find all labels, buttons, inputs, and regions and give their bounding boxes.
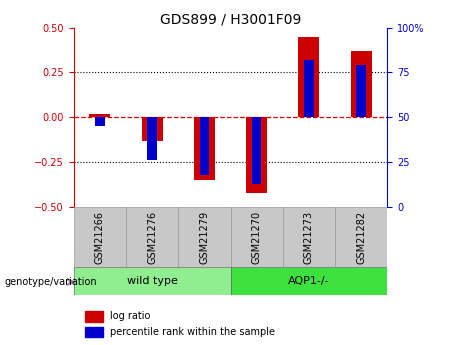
Text: log ratio: log ratio xyxy=(110,312,150,321)
Bar xyxy=(85,311,102,322)
Bar xyxy=(178,207,230,267)
Text: AQP1-/-: AQP1-/- xyxy=(288,276,330,286)
Bar xyxy=(283,207,335,267)
Bar xyxy=(304,60,313,117)
Text: GSM21282: GSM21282 xyxy=(356,211,366,264)
Text: genotype/variation: genotype/variation xyxy=(5,277,97,287)
Text: percentile rank within the sample: percentile rank within the sample xyxy=(110,327,275,337)
Bar xyxy=(142,117,163,141)
Bar xyxy=(230,267,387,295)
Text: GSM21279: GSM21279 xyxy=(199,211,209,264)
Bar xyxy=(74,267,230,295)
Bar xyxy=(200,117,209,175)
Bar xyxy=(85,327,102,337)
Bar xyxy=(230,207,283,267)
Bar xyxy=(356,65,366,117)
Bar xyxy=(126,207,178,267)
Bar xyxy=(335,207,387,267)
Text: GSM21270: GSM21270 xyxy=(252,211,262,264)
Bar xyxy=(298,37,319,117)
Text: GSM21266: GSM21266 xyxy=(95,211,105,264)
Bar xyxy=(252,117,261,184)
Text: GSM21276: GSM21276 xyxy=(147,211,157,264)
Bar xyxy=(89,114,110,117)
Text: wild type: wild type xyxy=(127,276,177,286)
Text: GSM21273: GSM21273 xyxy=(304,211,314,264)
Bar xyxy=(246,117,267,193)
Bar xyxy=(194,117,215,180)
Bar xyxy=(95,117,105,126)
Bar xyxy=(148,117,157,160)
Bar xyxy=(351,51,372,117)
Title: GDS899 / H3001F09: GDS899 / H3001F09 xyxy=(160,12,301,27)
Bar xyxy=(74,207,126,267)
